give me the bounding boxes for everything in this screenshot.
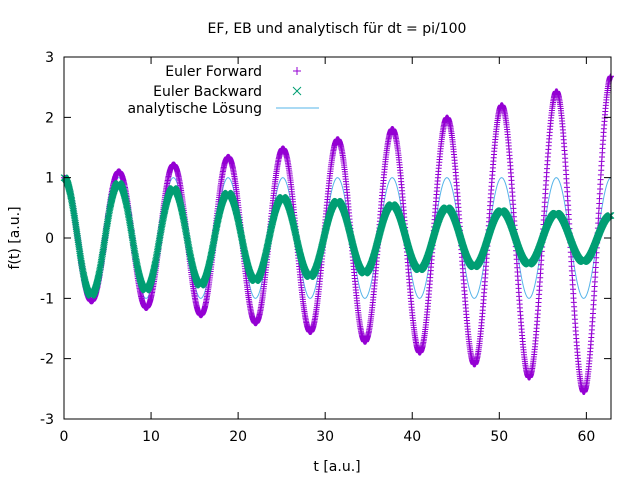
y-tick-label: 3 xyxy=(45,50,54,66)
x-tick-label: 20 xyxy=(229,429,247,445)
y-tick-label: -3 xyxy=(40,412,54,428)
x-tick-label: 10 xyxy=(142,429,160,445)
series-euler-forward-markers xyxy=(61,73,614,395)
y-axis-label: f(t) [a.u.] xyxy=(7,206,23,269)
legend-label-euler-backward: Euler Backward xyxy=(153,84,262,100)
chart-title: EF, EB und analytisch für dt = pi/100 xyxy=(208,21,467,37)
y-tick-label: -1 xyxy=(40,291,54,307)
legend-label-euler-forward: Euler Forward xyxy=(165,64,262,80)
legend-label-analytische-loesung: analytische Lösung xyxy=(127,101,262,117)
x-tick-label: 60 xyxy=(577,429,595,445)
y-tick-label: 1 xyxy=(45,171,54,187)
legend-marker-euler-forward xyxy=(293,67,301,75)
series-euler-backward-markers xyxy=(60,174,615,299)
y-tick-label: 0 xyxy=(45,231,54,247)
y-tick-label: -2 xyxy=(40,352,54,368)
y-tick-label: 2 xyxy=(45,110,54,126)
x-tick-label: 50 xyxy=(490,429,508,445)
legend-marker-euler-backward xyxy=(292,86,302,96)
x-axis-label: t [a.u.] xyxy=(313,459,360,475)
series-layer xyxy=(60,73,615,395)
series-analytische-loesung-line xyxy=(63,177,612,299)
x-tick-label: 30 xyxy=(316,429,334,445)
x-tick-label: 40 xyxy=(403,429,421,445)
x-tick-label: 0 xyxy=(60,429,69,445)
ticks-layer: 0 10 20 30 40 50 60 -3 -2 -1 0 1 2 3 xyxy=(40,50,611,445)
legend: Euler Forward Euler Backward analytische… xyxy=(127,64,319,117)
